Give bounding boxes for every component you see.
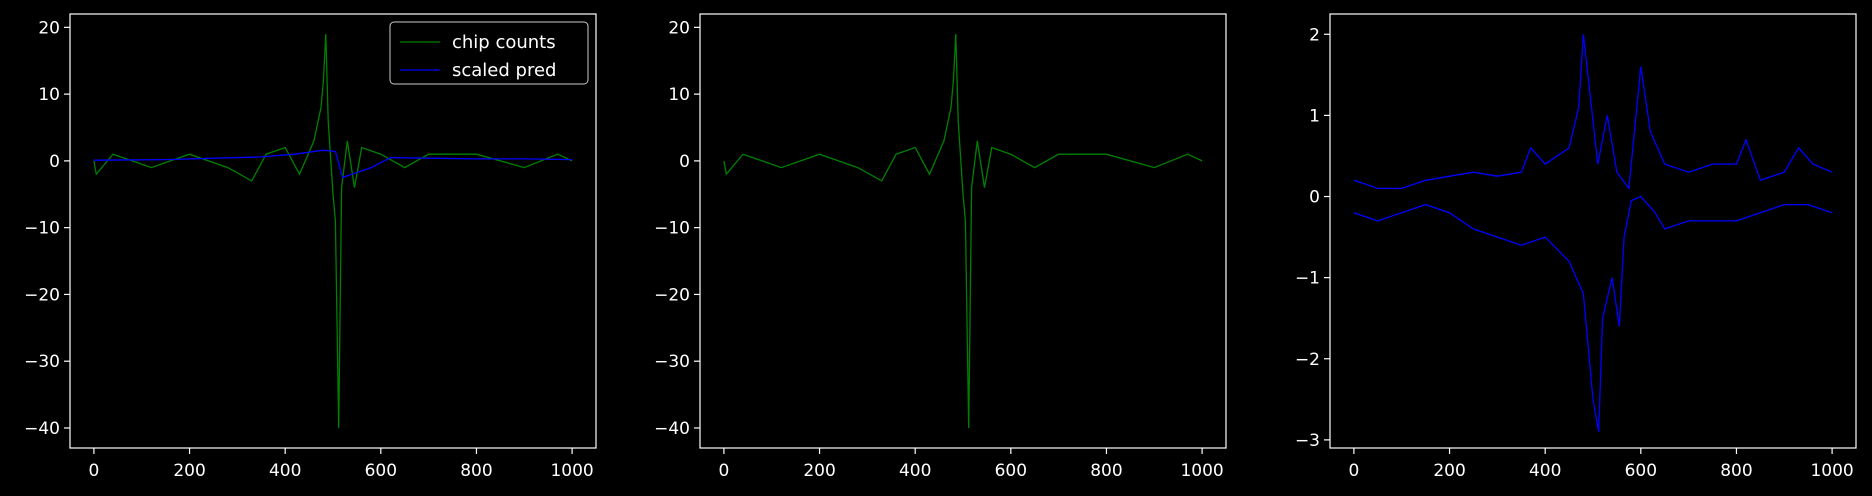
series-line-chip-counts — [93, 33, 573, 429]
y-tick-label: 2 — [1309, 25, 1320, 45]
y-tick-label: −40 — [24, 419, 60, 439]
legend-box — [389, 21, 589, 85]
x-tick-label: 1000 — [1180, 461, 1223, 481]
x-tick-label: 400 — [1529, 461, 1561, 481]
x-tick-label: 1000 — [550, 461, 593, 481]
x-tick-label: 800 — [1720, 461, 1752, 481]
y-tick-label: −20 — [24, 285, 60, 305]
legend: chip counts scaled pred — [389, 21, 589, 85]
y-tick-label: 20 — [668, 18, 690, 38]
y-tick-label: −1 — [1295, 269, 1320, 289]
series-line-scaled-pred — [93, 149, 573, 179]
x-tick-label: 800 — [1090, 461, 1122, 481]
y-tick-label: −2 — [1295, 350, 1320, 370]
y-tick-label: 0 — [679, 152, 690, 172]
y-tick-label: −10 — [654, 219, 690, 239]
axes-frame — [69, 13, 597, 449]
legend-entry: scaled pred — [452, 60, 556, 81]
y-tick-label: −3 — [1295, 431, 1320, 451]
y-tick-label: 0 — [49, 152, 60, 172]
axes-frame — [699, 13, 1227, 449]
x-tick-label: 200 — [173, 461, 205, 481]
legend-entry: chip counts — [452, 32, 556, 53]
x-tick-label: 400 — [899, 461, 931, 481]
series-line-2 — [1353, 195, 1833, 432]
x-tick-label: 400 — [269, 461, 301, 481]
x-tick-label: 600 — [995, 461, 1027, 481]
chart-panel-left: 0 200 400 600 800 1000 20 10 0 −10 −20 −30 −40 chip c… — [24, 13, 597, 481]
axes-frame — [1329, 13, 1857, 449]
y-tick-label: 10 — [38, 85, 60, 105]
y-tick-label: −20 — [654, 285, 690, 305]
x-tick-label: 0 — [718, 461, 729, 481]
x-tick-label: 200 — [803, 461, 835, 481]
x-tick-label: 0 — [88, 461, 99, 481]
y-tick-label: −40 — [654, 419, 690, 439]
series-line-1 — [723, 33, 1203, 429]
y-tick-label: −30 — [654, 352, 690, 372]
x-tick-label: 600 — [365, 461, 397, 481]
x-tick-label: 200 — [1433, 461, 1465, 481]
chart-panel-right: 0 200 400 600 800 1000 2 1 0 −1 −2 −3 — [1295, 13, 1857, 481]
chart-panel-middle: 0 200 400 600 800 1000 20 10 0 −10 −20 −30 −40 — [654, 13, 1227, 481]
y-tick-label: 20 — [38, 18, 60, 38]
x-tick-label: 800 — [460, 461, 492, 481]
x-tick-label: 1000 — [1810, 461, 1853, 481]
x-tick-label: 0 — [1348, 461, 1359, 481]
x-tick-label: 600 — [1625, 461, 1657, 481]
y-tick-label: −10 — [24, 219, 60, 239]
y-tick-label: −30 — [24, 352, 60, 372]
y-tick-label: 10 — [668, 85, 690, 105]
series-line-1 — [1353, 34, 1833, 191]
y-tick-label: 1 — [1309, 106, 1320, 126]
y-tick-label: 0 — [1309, 188, 1320, 208]
